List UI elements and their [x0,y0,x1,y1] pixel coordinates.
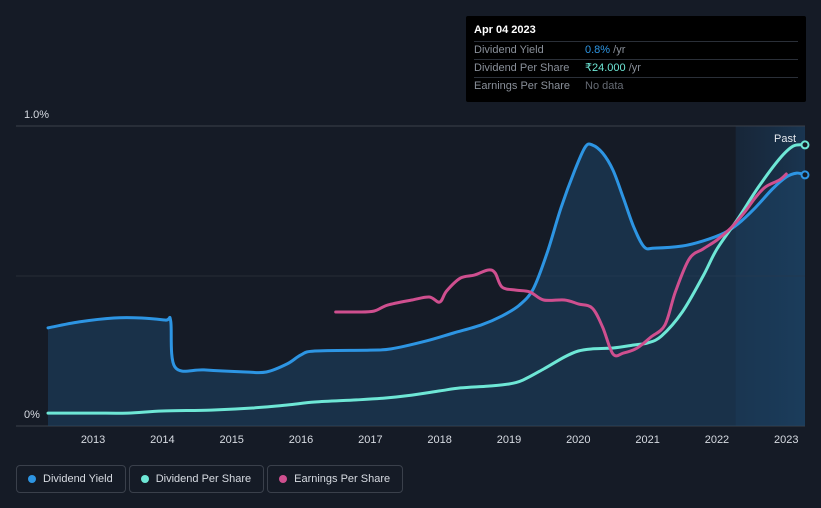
x-tick-label: 2023 [774,434,798,446]
dividend-yield-area [48,143,805,426]
series-layer [46,140,810,426]
x-tick-label: 2013 [81,434,105,446]
tooltip-label: Earnings Per Share [474,80,570,92]
y-tick-label-bottom: 0% [24,409,40,421]
legend-label: Dividend Per Share [155,473,252,485]
x-axis: 2013 2014 2015 2016 2017 2018 2019 2020 2021 2022… [81,434,799,446]
legend-dot [28,475,36,483]
legend-item-dividend-yield[interactable]: Dividend Yield [16,465,126,493]
x-tick-label: 2014 [150,434,174,446]
tooltip-row-earnings-per-share: Earnings Per Share No data [474,77,798,95]
dividend-per-share-end-marker [800,140,810,150]
chart-legend: Dividend Yield Dividend Per Share Earnin… [16,465,404,493]
x-tick-label: 2020 [566,434,590,446]
tooltip-value: No data [585,80,624,92]
tooltip-row-dividend-per-share: Dividend Per Share ₹24.000 /yr [474,59,798,77]
dividend-yield-line [46,142,807,375]
x-tick-label: 2019 [497,434,521,446]
tooltip-value: ₹24.000 [585,62,626,74]
legend-dot [279,475,288,483]
dividend-per-share-line [46,143,807,415]
x-tick-label: 2017 [358,434,382,446]
legend-label: Earnings Per Share [294,473,391,485]
dividend-yield-end-marker [800,170,810,180]
tooltip-label: Dividend Per Share [474,62,570,74]
past-label: Past [774,133,796,145]
y-tick-label-top: 1.0% [24,109,49,121]
tooltip-row-dividend-yield: Dividend Yield 0.8% /yr [474,41,798,59]
tooltip-date: Apr 04 2023 [474,24,536,36]
tooltip-value: 0.8% [585,44,611,56]
x-tick-label: 2016 [289,434,313,446]
x-tick-label: 2022 [705,434,729,446]
x-tick-label: 2018 [427,434,451,446]
tooltip-label: Dividend Yield [474,44,544,56]
hover-tooltip: Apr 04 2023 Dividend Yield 0.8% /yr Divi… [466,16,806,102]
tooltip-unit: /yr [610,44,626,56]
legend-item-dividend-per-share[interactable]: Dividend Per Share [128,465,265,493]
tooltip-unit: /yr [625,62,641,74]
x-tick-label: 2015 [219,434,243,446]
legend-dot [140,475,149,483]
x-tick-label: 2021 [635,434,659,446]
legend-item-earnings-per-share[interactable]: Earnings Per Share [267,465,404,493]
legend-label: Dividend Yield [43,473,113,485]
earnings-per-share-line [334,172,788,358]
